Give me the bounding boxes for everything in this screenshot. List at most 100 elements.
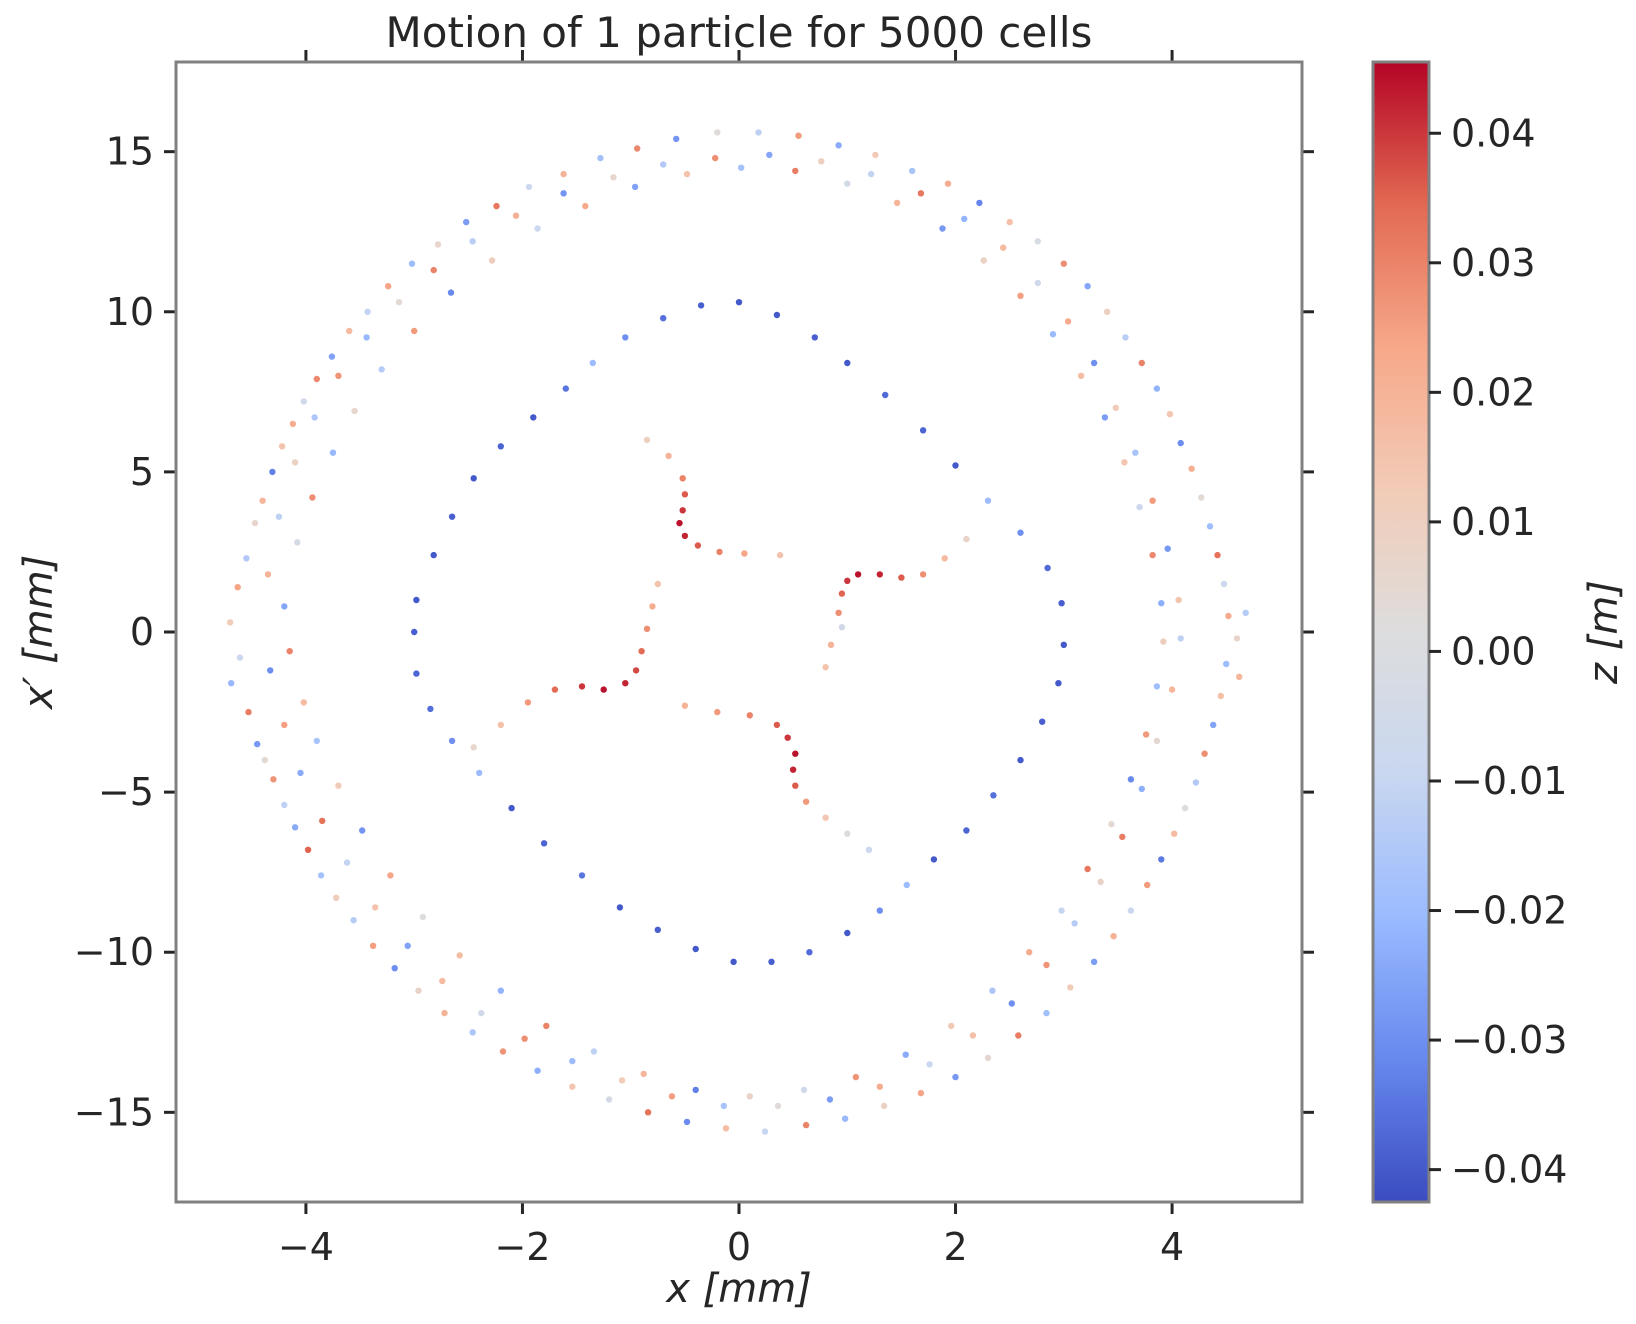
data-point xyxy=(264,571,272,578)
data-point xyxy=(792,167,799,175)
data-point xyxy=(989,987,996,994)
data-point xyxy=(415,987,422,994)
data-point xyxy=(1149,551,1156,559)
data-point xyxy=(1000,244,1007,251)
data-point xyxy=(948,1022,955,1030)
data-point xyxy=(676,519,683,527)
data-point xyxy=(789,766,797,773)
data-point xyxy=(746,712,753,719)
data-point xyxy=(1101,414,1109,421)
data-point xyxy=(631,183,639,191)
data-point xyxy=(1084,283,1091,290)
data-point xyxy=(391,965,398,972)
data-point xyxy=(634,145,641,152)
data-point xyxy=(254,740,261,748)
data-point xyxy=(1060,641,1068,648)
data-point xyxy=(430,551,437,559)
data-point xyxy=(963,535,970,543)
data-point xyxy=(1108,820,1115,828)
data-point xyxy=(1233,635,1241,642)
data-point xyxy=(343,859,351,866)
data-point xyxy=(622,334,629,341)
data-point xyxy=(569,1083,576,1090)
y-tick-label: −10 xyxy=(74,930,154,974)
data-point xyxy=(291,824,299,831)
data-point xyxy=(755,129,762,136)
data-point xyxy=(984,1054,992,1062)
data-point xyxy=(540,840,548,847)
data-point xyxy=(917,190,925,197)
data-point xyxy=(679,475,686,482)
data-point xyxy=(952,462,959,469)
data-point xyxy=(941,555,948,562)
data-point xyxy=(1192,779,1200,786)
data-point xyxy=(683,1118,691,1126)
data-point xyxy=(1006,218,1013,226)
data-point xyxy=(773,721,781,729)
data-point xyxy=(1058,907,1065,914)
x-tick-label: 2 xyxy=(943,1225,967,1269)
data-point xyxy=(270,776,277,783)
data-point xyxy=(300,699,307,706)
data-point xyxy=(827,641,835,648)
data-point xyxy=(378,366,385,373)
data-point xyxy=(497,987,504,994)
colorbar-ticks: −0.04 −0.03 −0.02 −0.01 0.00 0.01 0.02 0.03 0.04 xyxy=(1429,111,1567,1192)
data-point xyxy=(1110,933,1117,940)
data-point xyxy=(476,769,483,777)
data-point xyxy=(335,372,342,379)
colorbar-tick-label: −0.01 xyxy=(1451,759,1567,803)
data-point xyxy=(838,624,846,631)
data-point xyxy=(644,1109,652,1116)
data-point xyxy=(351,407,358,415)
data-point xyxy=(882,391,889,399)
data-point xyxy=(578,872,586,879)
data-point xyxy=(329,449,337,456)
data-point xyxy=(245,708,252,716)
data-point xyxy=(1008,1000,1015,1007)
data-point xyxy=(865,846,873,853)
data-point xyxy=(313,375,320,383)
data-point xyxy=(395,299,403,306)
data-point xyxy=(448,737,456,745)
data-point xyxy=(1188,465,1195,472)
data-point xyxy=(1181,804,1189,812)
data-point xyxy=(784,734,791,741)
data-point xyxy=(463,218,470,226)
x-axis-label: x [mm] xyxy=(664,1266,812,1312)
colorbar-tick-label: 0.03 xyxy=(1451,241,1536,285)
data-point xyxy=(419,913,427,921)
data-point xyxy=(359,827,366,834)
data-point xyxy=(722,1125,730,1132)
data-point xyxy=(278,443,286,450)
y-tick-label: 5 xyxy=(130,450,154,494)
data-point xyxy=(1175,596,1182,604)
data-point xyxy=(872,151,879,159)
data-point xyxy=(761,1128,769,1135)
data-point xyxy=(1122,334,1129,341)
data-point xyxy=(560,190,567,197)
data-point xyxy=(1055,680,1062,687)
colorbar-label: z [m] xyxy=(1581,580,1627,685)
data-point xyxy=(430,266,437,274)
y-tick-label: −5 xyxy=(98,770,154,814)
data-point xyxy=(269,468,276,476)
data-point xyxy=(668,1093,676,1100)
data-point xyxy=(297,769,304,777)
data-point xyxy=(616,904,624,911)
data-point xyxy=(605,1096,613,1103)
data-point xyxy=(844,577,851,584)
data-point xyxy=(589,359,596,367)
data-point xyxy=(1138,359,1146,367)
data-point xyxy=(776,551,784,559)
data-point xyxy=(1043,1009,1050,1017)
data-point xyxy=(660,315,667,322)
data-point xyxy=(773,311,781,319)
data-point xyxy=(335,782,342,789)
data-point xyxy=(944,180,952,187)
data-point xyxy=(1119,833,1126,841)
data-point xyxy=(919,571,927,578)
data-point xyxy=(844,180,851,187)
data-point xyxy=(560,170,567,178)
data-point xyxy=(984,497,992,504)
